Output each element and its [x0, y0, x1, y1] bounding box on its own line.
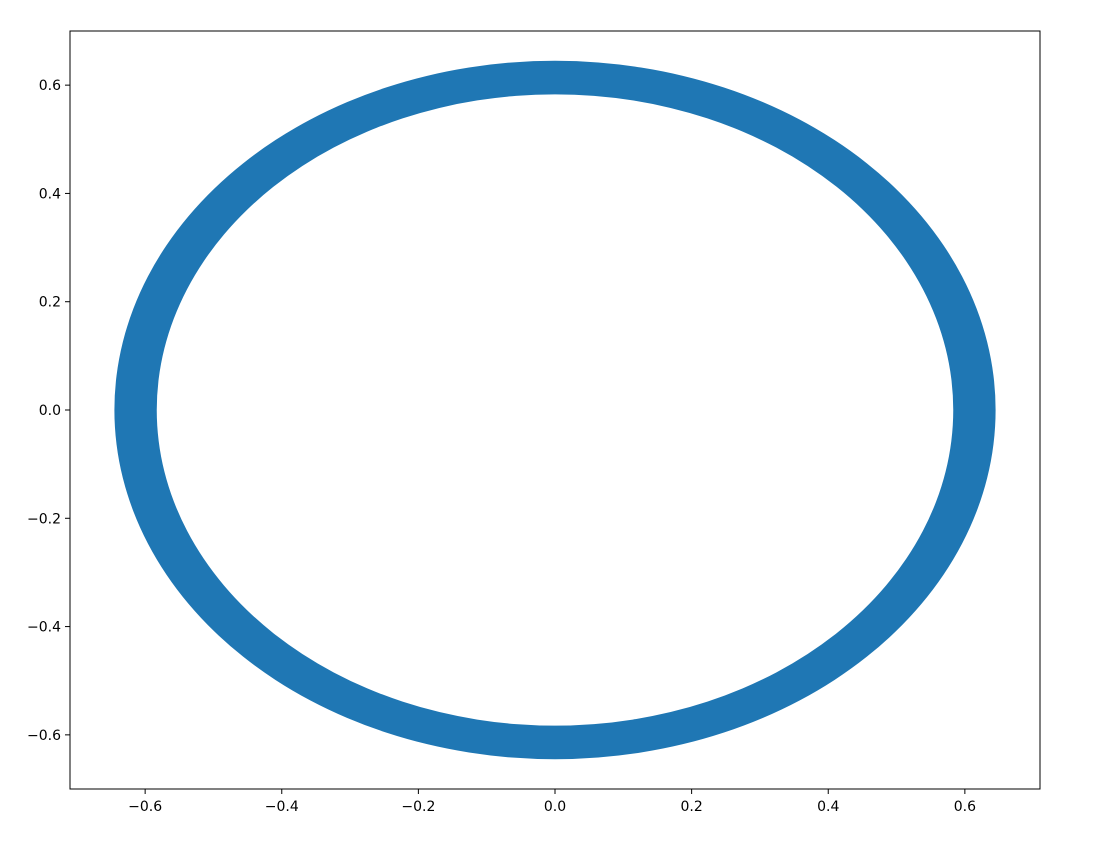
y-tick-label: 0.2	[39, 295, 61, 311]
x-tick-label: −0.2	[401, 799, 435, 815]
x-tick-label: 0.4	[817, 799, 839, 815]
x-tick-label: 0.0	[544, 799, 566, 815]
x-tick-label: 0.2	[680, 799, 702, 815]
y-tick-label: 0.0	[39, 403, 61, 419]
x-tick-label: −0.6	[128, 799, 162, 815]
y-tick-label: −0.2	[27, 511, 61, 527]
y-axis-ticks: −0.6 −0.4 −0.2 0.0 0.2 0.4 0.6	[27, 78, 70, 744]
x-axis-ticks: −0.6 −0.4 −0.2 0.0 0.2 0.4 0.6	[128, 789, 976, 815]
y-tick-label: 0.6	[39, 78, 61, 94]
y-tick-label: 0.4	[39, 186, 61, 202]
x-tick-label: −0.4	[265, 799, 299, 815]
y-tick-label: −0.6	[27, 728, 61, 744]
x-tick-label: 0.6	[954, 799, 976, 815]
y-tick-label: −0.4	[27, 620, 61, 636]
plot-background	[70, 31, 1040, 789]
